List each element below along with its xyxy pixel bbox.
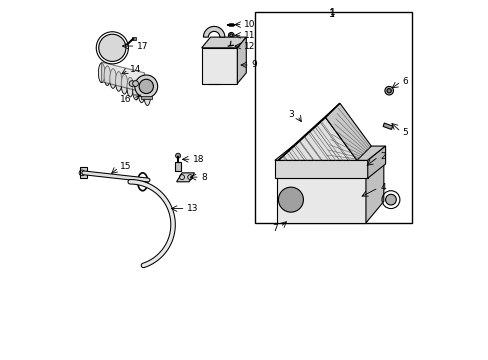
Text: 17: 17 xyxy=(136,41,148,50)
Ellipse shape xyxy=(115,72,122,91)
Bar xyxy=(382,123,392,130)
Text: 9: 9 xyxy=(250,60,256,69)
Ellipse shape xyxy=(138,83,144,103)
Polygon shape xyxy=(176,173,194,182)
Text: 14: 14 xyxy=(129,65,141,74)
Ellipse shape xyxy=(132,80,139,100)
Bar xyxy=(175,162,181,171)
Ellipse shape xyxy=(144,86,150,105)
Ellipse shape xyxy=(110,69,116,88)
Circle shape xyxy=(135,75,157,98)
Polygon shape xyxy=(237,37,246,84)
Bar xyxy=(201,48,237,84)
Circle shape xyxy=(99,34,125,62)
Polygon shape xyxy=(102,62,144,93)
Text: 15: 15 xyxy=(120,162,131,171)
Ellipse shape xyxy=(127,77,133,97)
Ellipse shape xyxy=(121,75,127,94)
Polygon shape xyxy=(367,146,385,178)
Polygon shape xyxy=(276,155,383,176)
Polygon shape xyxy=(80,167,87,178)
Polygon shape xyxy=(278,117,356,160)
Text: 12: 12 xyxy=(244,41,255,50)
Circle shape xyxy=(385,194,395,205)
Circle shape xyxy=(228,32,234,38)
Circle shape xyxy=(278,187,303,212)
Text: 3: 3 xyxy=(287,110,293,119)
Text: 1: 1 xyxy=(328,9,334,19)
Text: 2: 2 xyxy=(380,152,385,161)
Bar xyxy=(141,96,151,99)
Polygon shape xyxy=(278,103,339,160)
Text: 7: 7 xyxy=(272,224,278,233)
Bar xyxy=(132,37,136,40)
Polygon shape xyxy=(274,146,385,160)
Circle shape xyxy=(139,79,153,94)
Text: 18: 18 xyxy=(192,155,204,164)
Circle shape xyxy=(386,89,390,93)
Text: 4: 4 xyxy=(380,183,385,192)
Text: 16: 16 xyxy=(120,95,131,104)
Polygon shape xyxy=(365,155,383,223)
Text: 11: 11 xyxy=(244,31,255,40)
Text: 8: 8 xyxy=(201,173,206,182)
Bar xyxy=(228,23,233,26)
Text: 10: 10 xyxy=(244,20,255,29)
Bar xyxy=(276,176,365,223)
Circle shape xyxy=(384,86,393,95)
Ellipse shape xyxy=(98,63,104,83)
Text: 6: 6 xyxy=(402,77,407,86)
Polygon shape xyxy=(201,37,246,48)
Ellipse shape xyxy=(104,66,110,86)
Bar xyxy=(255,12,411,223)
Text: 1: 1 xyxy=(329,8,335,17)
Circle shape xyxy=(132,81,138,86)
Polygon shape xyxy=(203,26,224,37)
Text: 13: 13 xyxy=(186,204,198,213)
Text: 5: 5 xyxy=(402,129,407,138)
Polygon shape xyxy=(274,160,367,178)
Circle shape xyxy=(175,153,180,158)
Polygon shape xyxy=(325,103,370,160)
Circle shape xyxy=(129,81,135,86)
